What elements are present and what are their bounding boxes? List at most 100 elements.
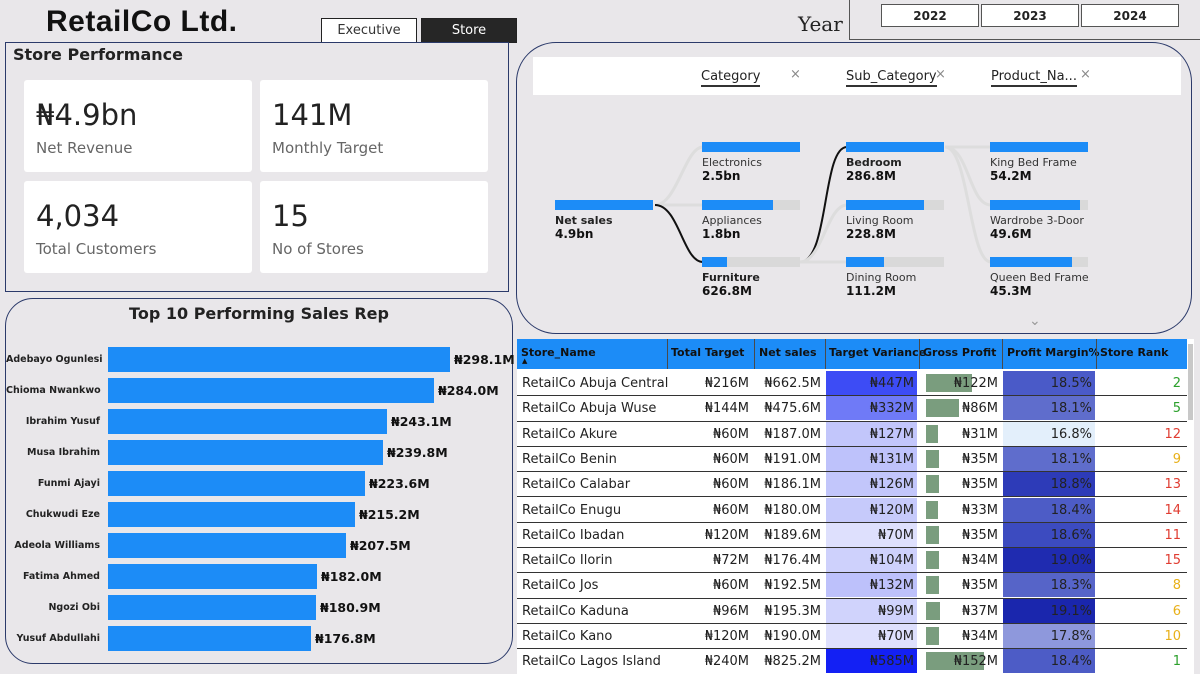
table-row[interactable]: RetailCo Calabar ₦60M ₦186.1M ₦126M ₦35M 18.8…: [517, 472, 1187, 498]
table-scrollbar-track[interactable]: [1187, 339, 1194, 674]
sales-rep-bar-row[interactable]: Funmi Ajayi ₦223.6M: [6, 471, 514, 496]
col-net-sales[interactable]: Net sales: [759, 346, 817, 359]
sales-rep-bar-row[interactable]: Ibrahim Yusuf ₦243.1M: [6, 409, 514, 434]
sales-rep-bar[interactable]: [108, 502, 355, 527]
table-row[interactable]: RetailCo Ilorin ₦72M ₦176.4M ₦104M ₦34M 19.0%…: [517, 548, 1187, 574]
sales-rep-bar-row[interactable]: Musa Ibrahim ₦239.8M: [6, 440, 514, 465]
tree-node-category[interactable]: Furniture 626.8M: [702, 257, 802, 298]
tree-node-category[interactable]: Appliances 1.8bn: [702, 200, 802, 241]
cell-variance-bg: [826, 497, 917, 522]
cell-gross-profit: ₦35M: [961, 527, 998, 543]
sales-rep-value: ₦243.1M: [391, 414, 452, 429]
cell-target-variance: ₦585M: [869, 654, 914, 670]
tree-node-name: Living Room: [846, 214, 914, 227]
tree-links: [654, 145, 992, 264]
kpi-value: 141M: [272, 98, 353, 132]
sales-rep-bar-row[interactable]: Ngozi Obi ₦180.9M: [6, 595, 514, 620]
close-icon[interactable]: ×: [790, 67, 801, 82]
table-row[interactable]: RetailCo Enugu ₦60M ₦180.0M ₦120M ₦33M 18.4% 1…: [517, 497, 1187, 523]
gross-profit-bar: [926, 576, 939, 595]
cell-net-sales: ₦187.0M: [764, 426, 821, 442]
cell-total-target: ₦144M: [704, 401, 749, 417]
sort-asc-icon[interactable]: ▲: [522, 357, 528, 365]
sales-rep-bar-row[interactable]: Fatima Ahmed ₦182.0M: [6, 564, 514, 589]
sales-rep-bar-row[interactable]: Adebayo Ogunlesi ₦298.1M: [6, 347, 515, 372]
tree-col-sub-category[interactable]: Sub_Category: [846, 69, 937, 87]
chevron-down-icon[interactable]: ⌄: [1029, 313, 1041, 329]
gross-profit-bar: [926, 500, 938, 519]
col-gross-profit[interactable]: Gross Profit: [923, 346, 997, 359]
tree-node-name: Appliances: [702, 214, 762, 227]
tree-node-fill: [555, 200, 653, 210]
table-row[interactable]: RetailCo Akure ₦60M ₦187.0M ₦127M ₦31M 16.8% 1…: [517, 421, 1187, 447]
tree-node-value: 45.3M: [990, 284, 1032, 298]
tree-node-category[interactable]: Electronics 2.5bn: [702, 142, 802, 183]
cell-gross-profit: ₦35M: [961, 477, 998, 493]
sales-rep-bar-row[interactable]: Adeola Williams ₦207.5M: [6, 533, 514, 558]
cell-store-rank: 1: [1172, 654, 1181, 670]
gross-profit-bar: [926, 627, 939, 645]
executive-view-button[interactable]: Executive: [321, 18, 417, 43]
kpi-label: Monthly Target: [272, 139, 384, 157]
tree-node-fill: [990, 257, 1072, 267]
sales-rep-bar[interactable]: [108, 347, 450, 372]
sales-rep-value: ₦207.5M: [350, 538, 411, 553]
store-view-button[interactable]: Store: [421, 18, 517, 43]
column-divider: [754, 339, 755, 369]
table-row[interactable]: RetailCo Jos ₦60M ₦192.5M ₦132M ₦35M 18.3% 8: [517, 573, 1187, 599]
cell-profit-margin: 17.8%: [1050, 629, 1092, 644]
col-target-variance[interactable]: Target Variance: [829, 346, 927, 359]
sales-rep-bar[interactable]: [108, 378, 434, 403]
cell-profit-margin: 18.1%: [1050, 401, 1092, 417]
gross-profit-bar: [926, 525, 939, 544]
year-2023-button[interactable]: 2023: [981, 4, 1079, 27]
col-store-name[interactable]: Store_Name: [521, 346, 596, 359]
table-row[interactable]: RetailCo Lagos Island ₦240M ₦825.2M ₦585M ₦1…: [517, 649, 1187, 674]
sales-rep-bar-row[interactable]: Yusuf Abdullahi ₦176.8M: [6, 626, 514, 651]
sales-rep-bar[interactable]: [108, 533, 346, 558]
year-2024-button[interactable]: 2024: [1081, 4, 1179, 27]
table-row[interactable]: RetailCo Kaduna ₦96M ₦195.3M ₦99M ₦37M 19.1% 6: [517, 598, 1187, 624]
sales-rep-bar-row[interactable]: Chukwudi Eze ₦215.2M: [6, 502, 514, 527]
sales-rep-bar[interactable]: [108, 440, 383, 465]
table-row[interactable]: RetailCo Ibadan ₦120M ₦189.6M ₦70M ₦35M 18.6%…: [517, 522, 1187, 549]
close-icon[interactable]: ×: [935, 67, 946, 82]
tree-col-product-name[interactable]: Product_Na...: [991, 69, 1077, 87]
tree-col-category[interactable]: Category: [701, 69, 761, 87]
tree-node-value: 1.8bn: [702, 227, 741, 241]
cell-net-sales: ₦662.5M: [764, 376, 821, 391]
sales-rep-bar[interactable]: [108, 626, 311, 651]
tree-node-product[interactable]: King Bed Frame 54.2M: [990, 142, 1090, 183]
tree-node-net-sales[interactable]: Net sales 4.9bn: [555, 200, 655, 241]
sales-rep-bar-row[interactable]: Chioma Nwankwo ₦284.0M: [6, 378, 514, 403]
tree-node-product[interactable]: Wardrobe 3-Door 49.6M: [990, 200, 1090, 241]
tree-node-sub-category[interactable]: Living Room 228.8M: [846, 200, 946, 241]
tree-node-sub-category[interactable]: Dining Room 111.2M: [846, 257, 946, 298]
cell-total-target: ₦60M: [712, 578, 749, 594]
tree-node-sub-category[interactable]: Bedroom 286.8M: [846, 142, 946, 183]
tree-node-fill: [702, 142, 800, 152]
col-total-target[interactable]: Total Target: [671, 346, 745, 359]
cell-target-variance: ₦332M: [869, 401, 914, 417]
table-row[interactable]: RetailCo Abuja Wuse ₦144M ₦475.6M ₦332M ₦86M…: [517, 396, 1187, 422]
table-row[interactable]: RetailCo Abuja Central ₦216M ₦662.5M ₦447M ₦…: [517, 371, 1187, 397]
sales-rep-bar[interactable]: [108, 471, 365, 496]
sales-rep-bar[interactable]: [108, 409, 387, 434]
company-logo: RetailCo Ltd.: [46, 5, 238, 38]
sales-rep-name: Ibrahim Yusuf: [25, 416, 100, 427]
year-2022-button[interactable]: 2022: [881, 4, 979, 27]
cell-store-name: RetailCo Kaduna: [522, 603, 629, 619]
cell-gross-profit: ₦34M: [961, 553, 998, 569]
table-row[interactable]: RetailCo Kano ₦120M ₦190.0M ₦70M ₦34M 17.8% 10: [517, 624, 1187, 650]
col-store-rank[interactable]: Store Rank: [1100, 346, 1169, 359]
tree-node-value: 4.9bn: [555, 227, 594, 241]
col-profit-margin[interactable]: Profit Margin%: [1007, 346, 1100, 359]
table-row[interactable]: RetailCo Benin ₦60M ₦191.0M ₦131M ₦35M 18.1% 9: [517, 446, 1187, 473]
close-icon[interactable]: ×: [1080, 67, 1091, 82]
sales-rep-value: ₦176.8M: [315, 631, 376, 646]
sales-rep-value: ₦298.1M: [454, 352, 515, 367]
table-scrollbar-thumb[interactable]: [1188, 344, 1193, 420]
sales-rep-bar[interactable]: [108, 595, 316, 620]
sales-rep-bar[interactable]: [108, 564, 317, 589]
tree-node-product[interactable]: Queen Bed Frame... 45.3M: [990, 257, 1090, 298]
